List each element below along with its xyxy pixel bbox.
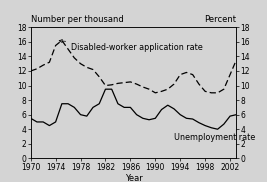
X-axis label: Year: Year [125, 174, 142, 182]
Text: Number per thousand: Number per thousand [31, 15, 123, 24]
Text: Disabled-worker application rate: Disabled-worker application rate [59, 39, 203, 52]
Text: Percent: Percent [204, 15, 236, 24]
Text: Unemployment rate: Unemployment rate [174, 133, 255, 142]
